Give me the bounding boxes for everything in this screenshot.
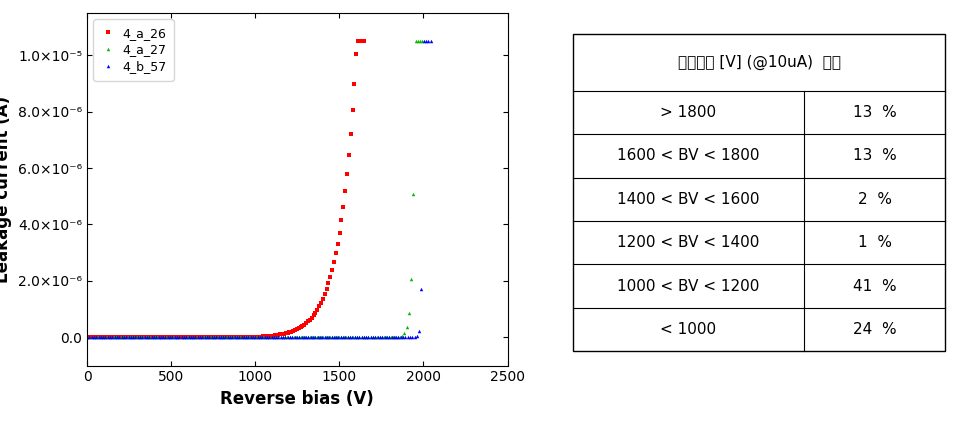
4_a_26: [247, 335, 258, 340]
4_a_27: [280, 335, 292, 340]
Text: 1000 < BV < 1200: 1000 < BV < 1200: [617, 279, 759, 294]
Line: 4_a_27: 4_a_27: [85, 40, 425, 339]
4_a_27: [81, 335, 93, 340]
Text: 41  %: 41 %: [853, 279, 896, 294]
Text: 1  %: 1 %: [858, 235, 892, 250]
Line: 4_b_57: 4_b_57: [85, 40, 433, 339]
Bar: [572, 34, 946, 351]
4_b_57: [418, 39, 429, 44]
4_a_26: [333, 236, 344, 241]
Text: 1400 < BV < 1600: 1400 < BV < 1600: [617, 192, 759, 207]
4_a_26: [81, 335, 93, 340]
4_a_26: [315, 300, 327, 305]
Text: 24  %: 24 %: [853, 322, 896, 337]
4_b_57: [372, 335, 384, 340]
4_a_27: [410, 39, 422, 44]
4_b_57: [285, 335, 297, 340]
4_a_27: [365, 335, 376, 340]
Text: 13  %: 13 %: [853, 148, 896, 163]
4_a_27: [418, 39, 429, 44]
4_b_57: [81, 335, 93, 340]
4_a_26: [82, 335, 94, 340]
4_a_27: [281, 335, 293, 340]
Line: 4_a_26: 4_a_26: [85, 40, 366, 339]
Text: 1600 < BV < 1800: 1600 < BV < 1800: [617, 148, 759, 163]
4_a_26: [359, 39, 370, 44]
4_a_26: [351, 39, 363, 44]
Text: < 1000: < 1000: [660, 322, 717, 337]
4_a_26: [246, 335, 257, 340]
4_b_57: [286, 335, 298, 340]
4_b_57: [292, 335, 304, 340]
X-axis label: Reverse bias (V): Reverse bias (V): [220, 390, 374, 408]
Legend: 4_a_26, 4_a_27, 4_b_57: 4_a_26, 4_a_27, 4_b_57: [93, 19, 174, 81]
Text: 1200 < BV < 1400: 1200 < BV < 1400: [617, 235, 759, 250]
4_b_57: [394, 335, 405, 340]
4_a_27: [386, 335, 397, 340]
4_a_26: [251, 334, 263, 339]
4_b_57: [82, 335, 94, 340]
Text: 13  %: 13 %: [853, 105, 896, 120]
Text: 항복전압 [V] (@10uA)  분포: 항복전압 [V] (@10uA) 분포: [678, 55, 840, 70]
Y-axis label: Leakage current (A): Leakage current (A): [0, 95, 13, 283]
4_a_27: [82, 335, 94, 340]
Text: > 1800: > 1800: [660, 105, 717, 120]
4_b_57: [426, 39, 438, 44]
4_a_27: [287, 335, 299, 340]
Text: 2  %: 2 %: [858, 192, 892, 207]
